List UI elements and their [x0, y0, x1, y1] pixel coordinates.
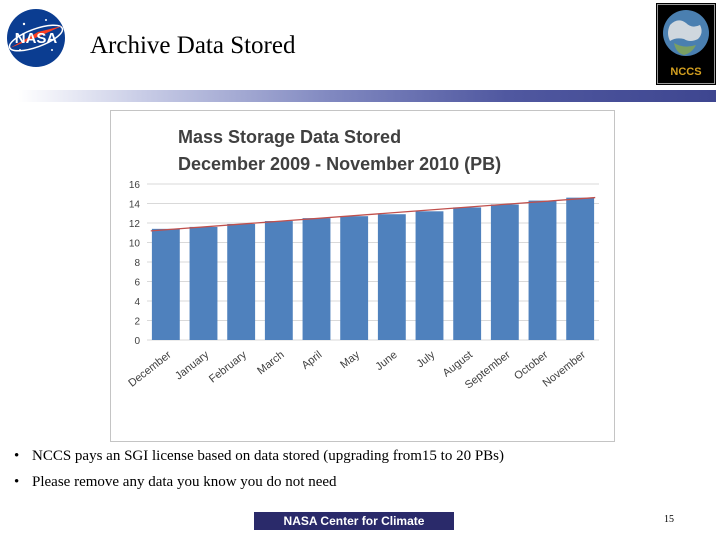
trendline: [150, 196, 596, 232]
bar: [453, 207, 482, 340]
y-tick-label: 4: [134, 297, 140, 308]
trendline-line: [150, 196, 596, 232]
nccs-logo: NCCS: [656, 3, 716, 85]
bar: [340, 216, 369, 340]
bar: [189, 226, 218, 340]
x-tick-label: February: [207, 349, 249, 386]
chart-frame: Mass Storage Data Stored December 2009 -…: [110, 110, 615, 442]
bars: [151, 197, 595, 340]
bullet-text: NCCS pays an SGI license based on data s…: [32, 448, 505, 464]
page-number: 15: [664, 514, 674, 525]
bar: [227, 223, 256, 340]
y-tick-label: 0: [134, 336, 140, 347]
nasa-meatball-icon: NASA: [7, 9, 65, 67]
bullet-list: • NCCS pays an SGI license based on data…: [14, 448, 504, 500]
bar: [415, 211, 444, 340]
footer-logo: NASA Center for Climate Simulation: [254, 512, 454, 546]
bullet-item: • NCCS pays an SGI license based on data…: [14, 448, 504, 474]
y-tick-label: 2: [134, 317, 140, 328]
nccs-globe-icon: NCCS: [656, 3, 716, 85]
gridlines: [147, 183, 599, 341]
bar: [151, 228, 180, 340]
x-tick-label: November: [541, 349, 589, 390]
y-tick-label: 12: [129, 219, 141, 230]
bullet-text: Please remove any data you know you do n…: [32, 474, 337, 490]
x-tick-label: January: [173, 349, 212, 383]
x-tick-label: March: [255, 349, 286, 377]
bar: [566, 197, 595, 340]
bar: [528, 200, 557, 340]
bullet-marker: •: [14, 448, 20, 464]
y-axis-ticks: 0 2 4 6 8 10 12 14 16: [129, 180, 141, 347]
x-tick-label: June: [373, 349, 399, 373]
title-rule: [18, 90, 716, 102]
y-tick-label: 8: [134, 258, 140, 269]
x-tick-label: August: [441, 349, 475, 380]
mass-storage-bar-chart: Mass Storage Data Stored December 2009 -…: [126, 127, 599, 392]
bar: [302, 218, 331, 340]
x-tick-label: December: [126, 349, 174, 390]
y-tick-label: 14: [129, 200, 141, 211]
chart-subtitle: December 2009 - November 2010 (PB): [178, 154, 501, 174]
nasa-logo: NASA: [4, 6, 68, 70]
x-tick-label: May: [338, 349, 362, 372]
svg-text:NCCS: NCCS: [670, 66, 701, 78]
chart-title: Mass Storage Data Stored: [178, 127, 401, 147]
bar: [490, 204, 519, 340]
slide-title: Archive Data Stored: [90, 32, 296, 59]
nasa-logo-text: NASA: [15, 30, 58, 47]
bar: [377, 214, 406, 340]
y-tick-label: 6: [134, 278, 140, 289]
bullet-item: • Please remove any data you know you do…: [14, 474, 504, 500]
x-tick-label: April: [300, 349, 325, 372]
bullet-marker: •: [14, 474, 20, 490]
y-tick-label: 16: [129, 180, 141, 191]
bar: [264, 221, 293, 340]
y-tick-label: 10: [129, 239, 141, 250]
x-tick-label: July: [415, 349, 438, 371]
